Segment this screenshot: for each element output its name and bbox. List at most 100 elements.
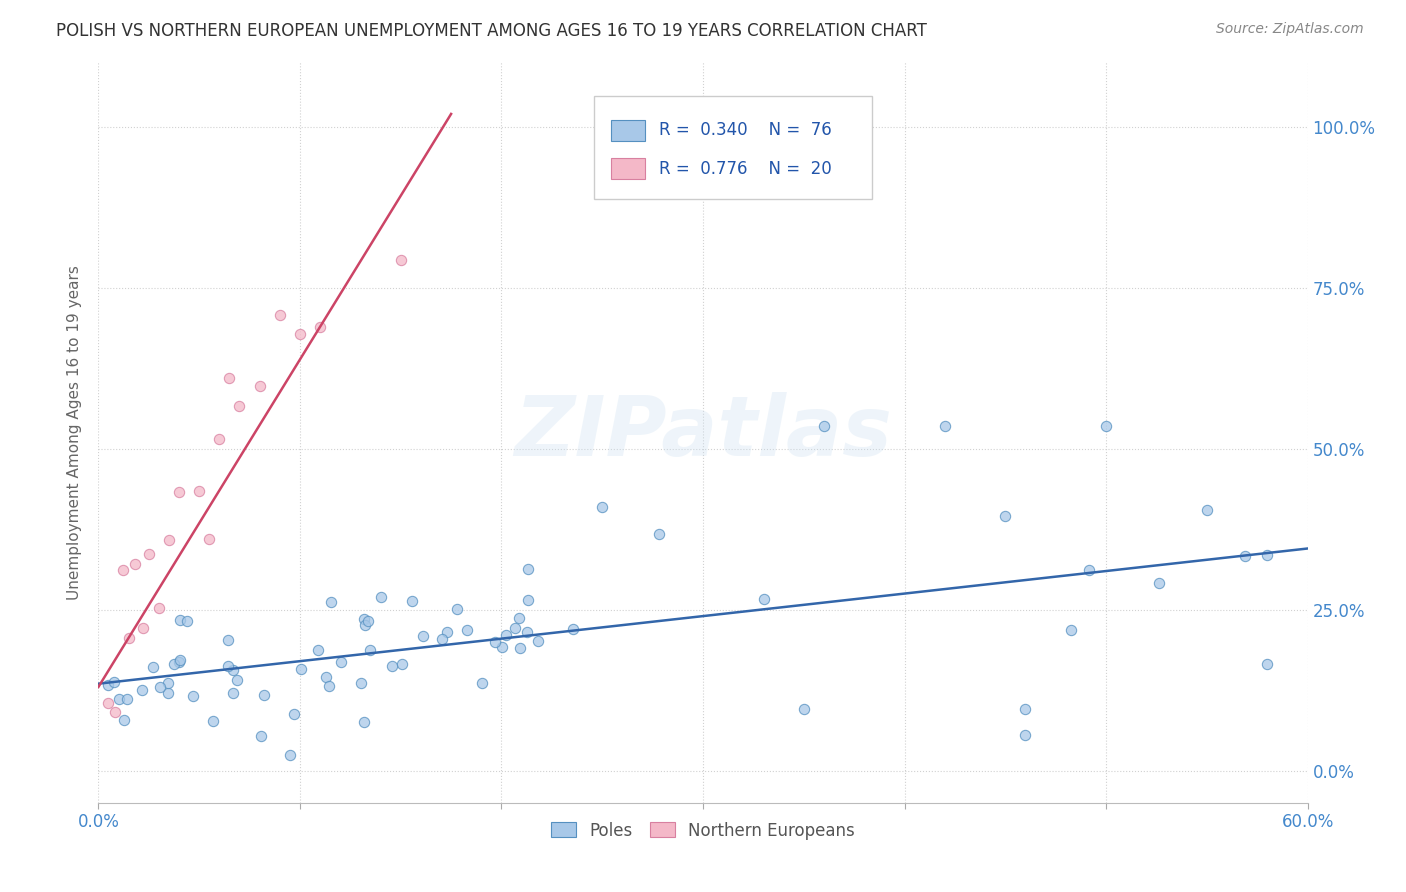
Point — [495, 627, 517, 641]
Point — [141, 660, 163, 674]
Point — [508, 611, 530, 625]
Point — [96, 678, 118, 692]
Point — [1256, 548, 1278, 562]
Point — [156, 686, 179, 700]
Point — [934, 419, 956, 434]
Point — [391, 657, 413, 671]
Point — [309, 319, 332, 334]
Point — [167, 655, 190, 669]
Point — [456, 623, 478, 637]
Point — [290, 662, 312, 676]
Point — [517, 562, 540, 576]
Point — [176, 615, 198, 629]
Point — [181, 689, 204, 703]
Point — [436, 625, 458, 640]
Point — [97, 696, 120, 710]
Point — [108, 692, 131, 706]
Point — [430, 632, 453, 646]
Point — [353, 612, 375, 626]
Point — [217, 633, 239, 648]
Point — [994, 509, 1017, 524]
Point — [225, 673, 247, 688]
Bar — [610, 158, 645, 179]
Point — [148, 601, 170, 615]
Point — [288, 326, 311, 341]
Bar — [610, 120, 645, 141]
Point — [249, 379, 271, 393]
Point — [1095, 419, 1118, 434]
Point — [359, 643, 381, 657]
Point — [1060, 623, 1083, 637]
FancyBboxPatch shape — [595, 95, 872, 200]
Point — [1014, 702, 1036, 716]
Point — [401, 593, 423, 607]
Point — [167, 484, 190, 499]
Point — [156, 675, 179, 690]
Point — [111, 563, 134, 577]
Point — [132, 621, 155, 635]
Point — [503, 621, 526, 635]
Point — [491, 640, 513, 654]
Point — [813, 419, 835, 434]
Point — [329, 655, 352, 669]
Point — [1233, 549, 1256, 564]
Point — [124, 557, 146, 571]
Point — [370, 590, 392, 604]
Point — [1256, 657, 1278, 672]
Text: R =  0.776    N =  20: R = 0.776 N = 20 — [659, 160, 831, 178]
Text: POLISH VS NORTHERN EUROPEAN UNEMPLOYMENT AMONG AGES 16 TO 19 YEARS CORRELATION C: POLISH VS NORTHERN EUROPEAN UNEMPLOYMENT… — [56, 22, 927, 40]
Point — [350, 676, 373, 690]
Point — [131, 683, 153, 698]
Point — [509, 640, 531, 655]
Point — [517, 593, 540, 607]
Point — [1147, 576, 1170, 591]
Point — [648, 526, 671, 541]
Point — [198, 532, 221, 546]
Point — [222, 663, 245, 677]
Point — [169, 613, 191, 627]
Point — [1195, 503, 1218, 517]
Point — [278, 747, 301, 762]
Point — [752, 591, 775, 606]
Text: R =  0.340    N =  76: R = 0.340 N = 76 — [659, 121, 831, 139]
Point — [318, 679, 340, 693]
Point — [253, 688, 276, 702]
Point — [591, 500, 613, 514]
Point — [357, 614, 380, 628]
Y-axis label: Unemployment Among Ages 16 to 19 years: Unemployment Among Ages 16 to 19 years — [67, 265, 83, 600]
Point — [1078, 564, 1101, 578]
Point — [307, 643, 329, 657]
Point — [515, 625, 537, 640]
Point — [484, 635, 506, 649]
Point — [793, 702, 815, 716]
Point — [471, 676, 494, 690]
Point — [112, 713, 135, 727]
Point — [228, 399, 250, 413]
Point — [163, 657, 186, 671]
Point — [103, 705, 125, 719]
Point — [527, 634, 550, 648]
Point — [1014, 728, 1036, 742]
Point — [412, 629, 434, 643]
Point — [315, 669, 337, 683]
Point — [250, 729, 273, 743]
Point — [283, 706, 305, 721]
Point — [561, 622, 583, 636]
Point — [208, 432, 231, 446]
Point — [222, 686, 245, 700]
Point — [117, 692, 139, 706]
Point — [446, 602, 468, 616]
Point — [202, 714, 225, 728]
Text: Source: ZipAtlas.com: Source: ZipAtlas.com — [1216, 22, 1364, 37]
Legend: Poles, Northern Europeans: Poles, Northern Europeans — [544, 815, 862, 847]
Point — [269, 308, 291, 322]
Point — [389, 253, 412, 268]
Text: ZIPatlas: ZIPatlas — [515, 392, 891, 473]
Point — [169, 653, 191, 667]
Point — [354, 618, 377, 632]
Point — [149, 681, 172, 695]
Point — [353, 714, 375, 729]
Point — [319, 595, 342, 609]
Point — [381, 658, 404, 673]
Point — [103, 674, 125, 689]
